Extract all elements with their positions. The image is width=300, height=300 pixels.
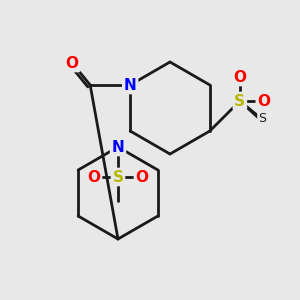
Text: S: S: [112, 169, 124, 184]
Text: O: O: [88, 169, 100, 184]
Text: O: O: [66, 56, 79, 70]
Text: N: N: [112, 140, 124, 154]
Text: O: O: [233, 70, 246, 85]
Text: S: S: [234, 94, 245, 109]
Text: O: O: [257, 94, 270, 109]
Text: O: O: [136, 169, 148, 184]
Text: S: S: [258, 112, 266, 125]
Text: N: N: [124, 77, 136, 92]
